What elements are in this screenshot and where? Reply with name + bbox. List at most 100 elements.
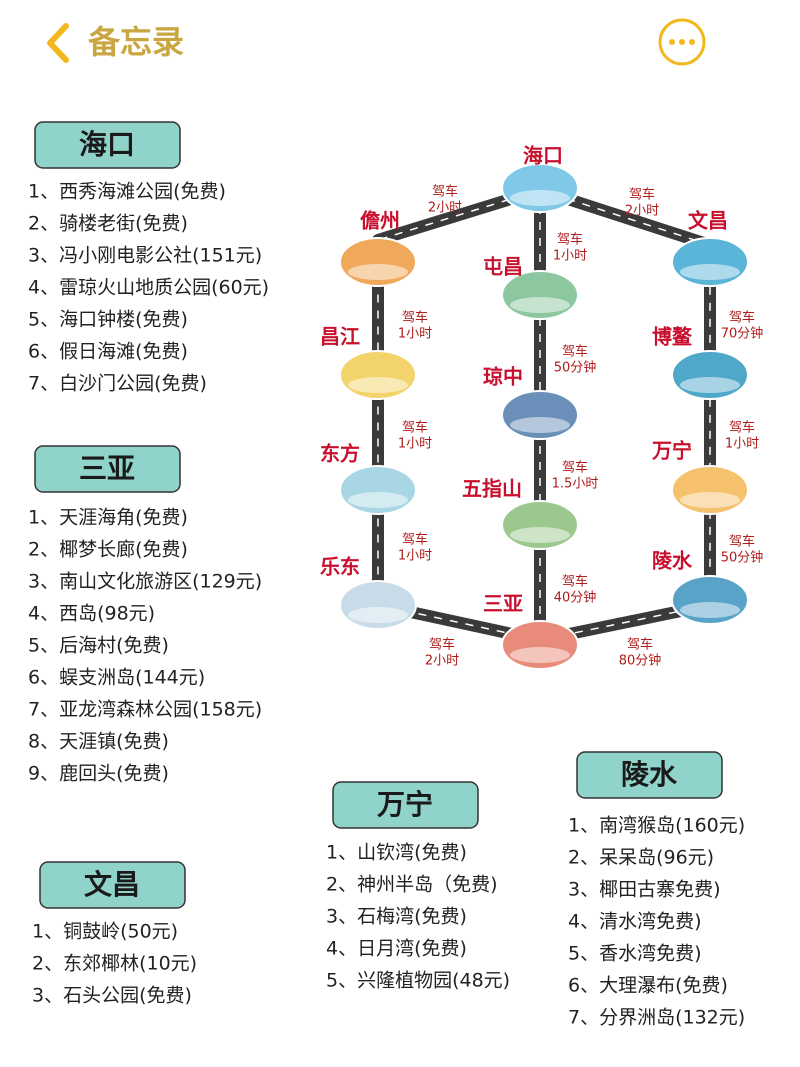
list-item: 6、蜈支洲岛(144元)	[28, 667, 205, 689]
edge-label: 50分钟	[554, 360, 597, 376]
node-label: 博鳌	[652, 325, 693, 349]
list-item: 7、白沙门公园(免费)	[28, 373, 207, 395]
node-label: 三亚	[483, 592, 523, 616]
node-image-detail	[348, 492, 408, 508]
list-item: 3、石头公园(免费)	[32, 985, 192, 1007]
node-label: 陵水	[652, 549, 693, 573]
node-image-detail	[348, 377, 408, 393]
edge-label: 驾车	[402, 310, 428, 326]
node-label: 昌江	[320, 325, 360, 349]
list-item: 1、天涯海角(免费)	[28, 507, 188, 529]
section-title: 陵水	[621, 758, 678, 791]
more-button[interactable]	[658, 18, 706, 66]
list-item: 5、香水湾免费)	[568, 943, 702, 965]
list-item: 2、呆呆岛(96元)	[568, 847, 714, 869]
edge-label: 80分钟	[619, 653, 662, 669]
edge-label: 1.5小时	[552, 477, 599, 492]
list-item: 3、南山文化旅游区(129元)	[28, 571, 262, 593]
list-item: 4、日月湾(免费)	[326, 938, 467, 960]
list-item: 4、雷琼火山地质公园(60元)	[28, 277, 269, 299]
edge-label: 50分钟	[721, 550, 764, 566]
list-item: 7、分界洲岛(132元)	[568, 1007, 745, 1029]
node-image-detail	[348, 264, 408, 280]
section-title-box	[576, 751, 723, 799]
dot[interactable]	[669, 39, 675, 45]
list-item: 1、山钦湾(免费)	[326, 842, 467, 864]
more-circle[interactable]	[658, 18, 706, 66]
edge-label: 驾车	[562, 460, 588, 476]
list-item: 3、椰田古寨免费)	[568, 879, 721, 901]
node-label: 东方	[320, 442, 360, 466]
list-item: 5、海口钟楼(免费)	[28, 309, 188, 331]
edge-label: 驾车	[729, 534, 755, 550]
list-item: 2、椰梦长廊(免费)	[28, 539, 188, 561]
edge-label: 2小时	[625, 204, 659, 219]
list-item: 9、鹿回头(免费)	[28, 763, 169, 785]
back-button[interactable]	[47, 23, 69, 63]
edge-label: 1小时	[725, 437, 759, 452]
node-image-detail	[680, 602, 740, 618]
edge-label: 驾车	[729, 420, 755, 436]
section-title-box	[34, 121, 181, 169]
node-label: 万宁	[651, 439, 692, 463]
node-label: 乐东	[320, 555, 360, 579]
list-item: 8、天涯镇(免费)	[28, 731, 169, 753]
edge-label: 驾车	[402, 532, 428, 548]
list-item: 6、大理瀑布(免费)	[568, 975, 728, 997]
edge-label: 驾车	[629, 187, 655, 203]
node-label: 文昌	[688, 209, 728, 233]
edge-label: 驾车	[402, 420, 428, 436]
section-title: 万宁	[377, 788, 433, 821]
edge-label: 驾车	[729, 310, 755, 326]
node-image-detail	[680, 377, 740, 393]
edge-label: 40分钟	[554, 590, 597, 606]
edge-label: 驾车	[562, 344, 588, 360]
list-item: 3、石梅湾(免费)	[326, 906, 467, 928]
section-title: 三亚	[79, 452, 135, 485]
list-item: 4、西岛(98元)	[28, 603, 155, 625]
list-item: 2、骑楼老街(免费)	[28, 213, 188, 235]
list-item: 1、铜鼓岭(50元)	[32, 921, 178, 943]
list-item: 5、兴隆植物园(48元)	[326, 970, 510, 992]
edge-label: 驾车	[627, 637, 653, 653]
back-arrow[interactable]	[47, 23, 69, 63]
list-item: 5、后海村(免费)	[28, 635, 169, 657]
dot[interactable]	[689, 39, 695, 45]
section-title-box	[332, 781, 479, 829]
node-label: 琼中	[483, 365, 523, 389]
header-title: 备忘录	[88, 23, 184, 61]
node-image-detail	[510, 417, 570, 433]
list-item: 1、南湾猴岛(160元)	[568, 815, 745, 837]
section-title: 海口	[79, 128, 135, 161]
edge-label: 驾车	[429, 637, 455, 653]
node-image-detail	[348, 607, 408, 623]
list-item: 6、假日海滩(免费)	[28, 341, 188, 363]
section-title-box	[39, 861, 186, 909]
dot[interactable]	[679, 39, 685, 45]
node-image-detail	[680, 264, 740, 280]
edge-label: 2小时	[428, 201, 462, 216]
edge-label: 1小时	[398, 327, 432, 342]
node-label: 儋州	[360, 209, 400, 233]
edge-label: 1小时	[398, 549, 432, 564]
node-image-detail	[510, 297, 570, 313]
list-item: 2、东郊椰林(10元)	[32, 953, 197, 975]
list-item: 7、亚龙湾森林公园(158元)	[28, 699, 262, 721]
edge-label: 驾车	[557, 232, 583, 248]
edge-label: 2小时	[425, 654, 459, 669]
section-title-box	[34, 445, 181, 493]
edge-label: 70分钟	[721, 326, 764, 342]
node-image-detail	[510, 647, 570, 663]
list-item: 4、清水湾免费)	[568, 911, 702, 933]
node-image-detail	[680, 492, 740, 508]
node-image-detail	[510, 190, 570, 206]
edge-label: 驾车	[562, 574, 588, 590]
list-item: 2、神州半岛（免费)	[326, 874, 498, 896]
edge-label: 驾车	[432, 184, 458, 200]
edge-label: 1小时	[398, 437, 432, 452]
node-label: 屯昌	[483, 255, 523, 279]
section-title: 文昌	[84, 868, 140, 901]
node-label: 海口	[523, 144, 563, 168]
